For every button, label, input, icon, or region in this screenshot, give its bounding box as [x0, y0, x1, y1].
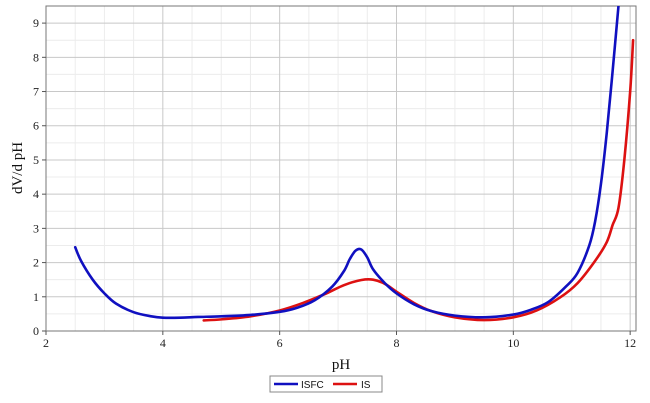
y-tick-label: 1	[33, 290, 39, 304]
series-layer	[73, 6, 635, 322]
y-tick-label: 2	[33, 256, 39, 270]
x-tick-label: 6	[277, 336, 283, 350]
plot-frame	[45, 5, 637, 332]
series-line-isfc	[73, 6, 620, 320]
x-tick-label: 2	[43, 336, 49, 350]
y-tick-label: 4	[33, 187, 39, 201]
legend-box	[269, 375, 383, 393]
axes	[42, 5, 637, 335]
y-tick-label: 9	[33, 16, 39, 30]
y-axis-title: dV/d pH	[10, 142, 26, 194]
x-tick-label: 4	[160, 336, 166, 350]
plot-background	[46, 6, 636, 331]
y-tick-label: 7	[33, 85, 39, 99]
x-tick-label: 12	[624, 336, 636, 350]
legend: ISFC IS	[269, 375, 383, 393]
y-tick-label: 6	[33, 119, 39, 133]
x-axis-title: pH	[332, 357, 351, 373]
x-tick-label: 10	[507, 336, 519, 350]
legend-label-is: IS	[361, 380, 371, 391]
y-tick-label: 5	[33, 153, 39, 167]
x-tick-label: 8	[393, 336, 399, 350]
y-tick-label: 8	[33, 50, 39, 64]
y-tick-label: 0	[33, 324, 39, 338]
legend-label-isfc: ISFC	[301, 380, 324, 391]
y-tick-label: 3	[33, 221, 39, 235]
